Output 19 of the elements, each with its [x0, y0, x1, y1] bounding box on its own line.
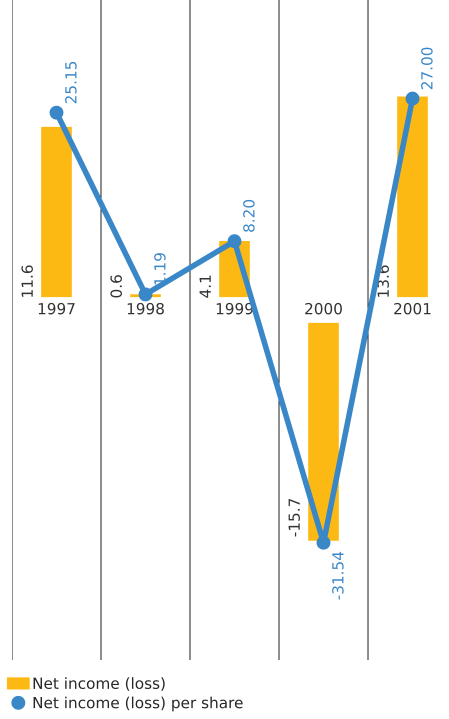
legend-label: Net income (loss) [34, 677, 165, 691]
data-label: 4.1 [200, 276, 211, 298]
point [138, 287, 152, 302]
point [316, 536, 330, 550]
x-tick-label: 2001 [394, 302, 431, 314]
legend-label: Net income (loss) per share [34, 696, 243, 712]
x-tick-label: 2000 [305, 302, 342, 314]
data-label: -15.7 [288, 498, 300, 536]
x-tick-label: 1997 [38, 302, 75, 314]
data-label: 11.6 [21, 265, 33, 297]
data-label: -31.54 [332, 552, 344, 600]
point [228, 234, 242, 248]
data-label: 27.00 [421, 48, 433, 90]
point [50, 106, 64, 120]
point [406, 92, 420, 106]
data-label: 0.6 [110, 275, 122, 298]
data-label: 8.20 [243, 200, 255, 232]
x-tick-label: 1998 [128, 302, 164, 314]
data-label: 25.15 [65, 62, 77, 104]
